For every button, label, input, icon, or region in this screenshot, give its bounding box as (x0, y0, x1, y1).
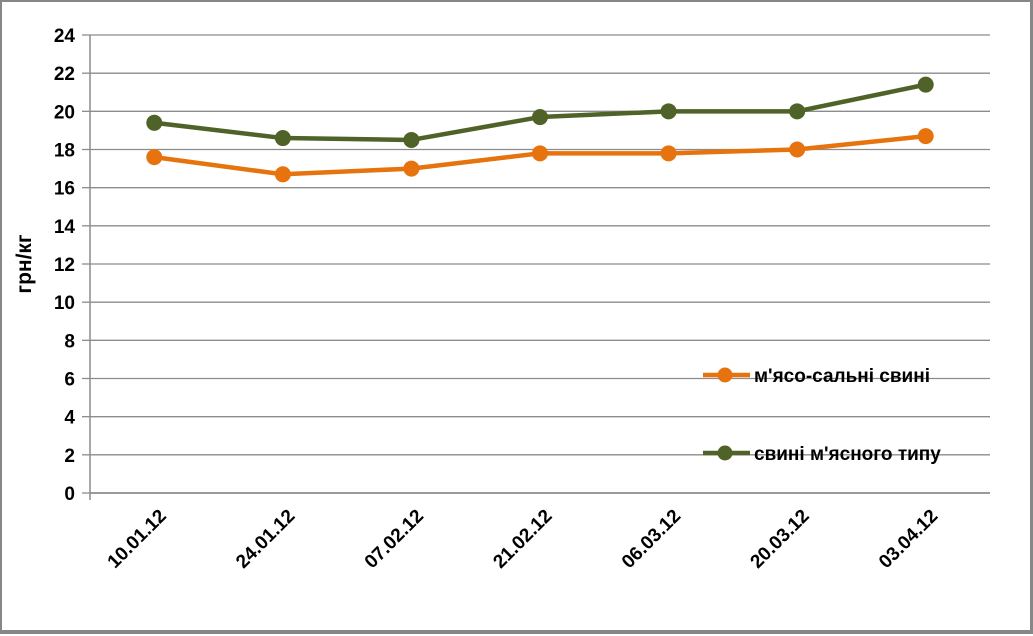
x-axis-label: 03.04.12 (875, 506, 942, 573)
x-axis-labels: 10.01.12 24.01.12 07.02.12 21.02.12 06.03.12… (104, 506, 943, 573)
y-tick-label: 10 (54, 293, 75, 314)
data-point-marker (661, 145, 677, 161)
data-point-marker (789, 103, 805, 119)
data-point-marker (275, 130, 291, 146)
data-point-marker (403, 132, 419, 148)
y-tick-label: 4 (64, 408, 75, 429)
data-point-marker (532, 109, 548, 125)
y-tick-label: 24 (54, 26, 76, 47)
data-point-marker (661, 103, 677, 119)
y-tick-label: 6 (64, 370, 75, 391)
data-point-marker (403, 161, 419, 177)
x-axis-label: 20.03.12 (747, 506, 814, 573)
data-series (146, 77, 933, 183)
data-point-marker (918, 128, 934, 144)
data-point-marker (789, 142, 805, 158)
gridlines (90, 35, 990, 493)
y-tick-label: 0 (64, 484, 75, 505)
legend-marker-series2-circle-icon (718, 446, 733, 461)
data-point-marker (532, 145, 548, 161)
y-tick-label: 20 (54, 102, 75, 123)
legend-marker-series1-circle-icon (718, 368, 733, 383)
x-axis-label: 07.02.12 (361, 506, 428, 573)
x-axis-label: 06.03.12 (618, 506, 685, 573)
y-tick-label: 14 (54, 217, 76, 238)
data-point-marker (146, 149, 162, 165)
legend: м'ясо-сальні свині свині м'ясного типу (703, 366, 941, 465)
data-point-marker (275, 166, 291, 182)
legend-label-series1: м'ясо-сальні свині (754, 366, 930, 387)
y-tick-label: 22 (54, 64, 75, 85)
x-axis-label: 21.02.12 (489, 506, 556, 573)
x-axis-label: 10.01.12 (104, 506, 171, 573)
x-axis-label: 24.01.12 (232, 506, 299, 573)
y-tick-label: 12 (54, 255, 75, 276)
y-tick-label: 2 (64, 446, 75, 467)
y-axis-title: грн/кг (13, 234, 36, 294)
y-tick-label: 16 (54, 179, 75, 200)
y-tick-label: 8 (64, 331, 75, 352)
data-point-marker (918, 77, 934, 93)
y-tick-label: 18 (54, 141, 75, 162)
legend-label-series2: свині м'ясного типу (754, 444, 941, 465)
data-point-marker (146, 115, 162, 131)
